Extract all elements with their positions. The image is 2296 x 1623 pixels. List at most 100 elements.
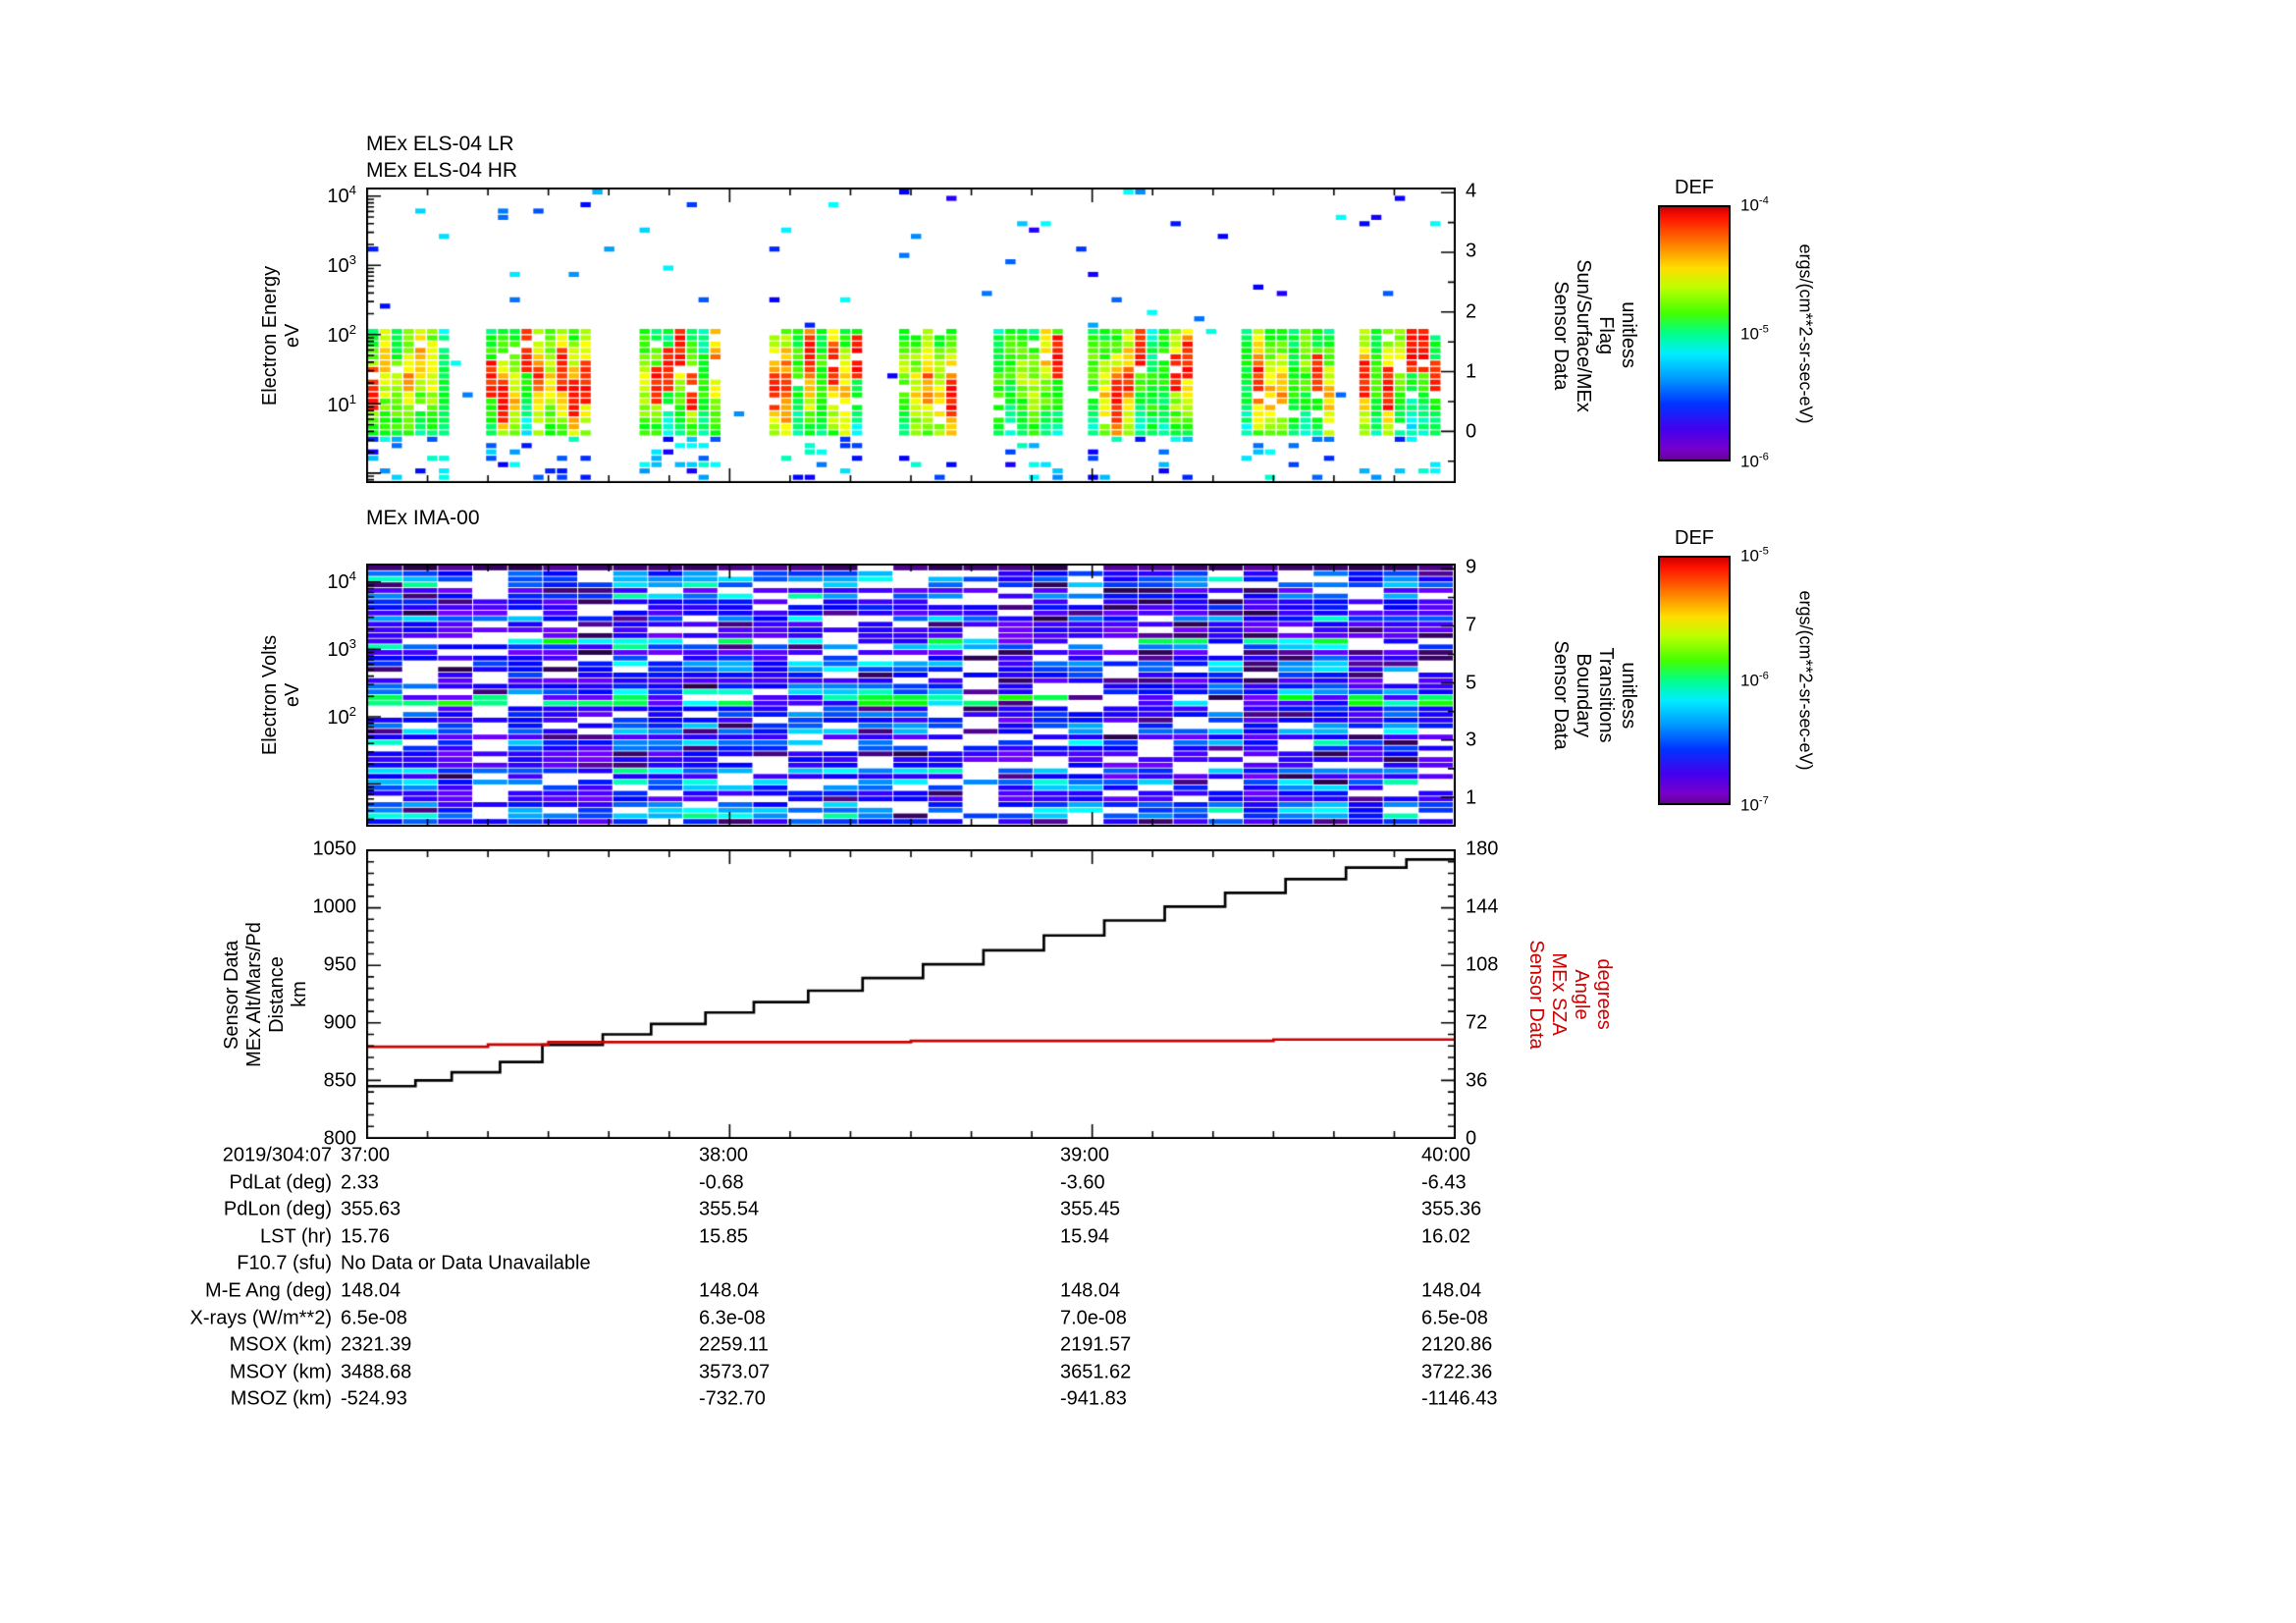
table-row-label: M-E Ang (deg) [205,1279,332,1302]
right-tick-label: 36 [1466,1069,1488,1092]
table-value: 38:00 [699,1144,749,1166]
right-tick-label: 3 [1466,240,1477,262]
colorbar-tick-label: 10-7 [1740,794,1769,815]
table-value: -941.83 [1060,1387,1127,1410]
table-value: 6.5e-08 [341,1307,407,1329]
els-title-hr: MEx ELS-04 HR [366,159,518,182]
table-row-label: PdLat (deg) [229,1171,332,1194]
y-tick-label: 850 [323,1069,356,1092]
right-tick-label: 7 [1466,614,1477,636]
table-value: -524.93 [341,1387,407,1410]
table-value: 2191.57 [1060,1333,1132,1356]
table-value: 3573.07 [699,1361,771,1383]
y-tick-label: 103 [327,636,356,661]
right-tick-label: 1 [1466,360,1477,383]
table-value: 148.04 [699,1279,760,1302]
colorbar-tick-label: 10-5 [1740,545,1769,566]
table-value: 355.36 [1421,1198,1482,1220]
table-row-label: MSOZ (km) [230,1387,332,1410]
colorbar-tick-label: 10-5 [1740,323,1769,343]
table-value: 148.04 [1060,1279,1121,1302]
y-tick-label: 104 [327,182,356,207]
y-axis-title: Electron Volts eV [259,634,303,756]
y-axis-title: Electron Energy eV [259,265,303,406]
table-value: -0.68 [699,1171,744,1194]
y-tick-label: 800 [323,1127,356,1150]
table-value: 148.04 [341,1279,401,1302]
table-value: 15.76 [341,1225,391,1248]
y-tick-label: 101 [327,391,356,416]
y-tick-label: 1050 [312,838,357,860]
table-row-label: X-rays (W/m**2) [189,1307,332,1329]
colorbar-gradient [1658,205,1731,461]
table-span-value: No Data or Data Unavailable [341,1252,591,1274]
els-title-lr: MEx ELS-04 LR [366,133,514,155]
table-value: 7.0e-08 [1060,1307,1127,1329]
table-row-label: MSOX (km) [229,1333,332,1356]
table-value: 2321.39 [341,1333,412,1356]
els-panel-title: MEx ELS-04 LR MEx ELS-04 HR [366,131,517,184]
table-row-label: MSOY (km) [229,1361,332,1383]
right-tick-label: 0 [1466,420,1477,443]
table-value: 39:00 [1060,1144,1110,1166]
right-axis-title: Sensor Data Sun/Surface/MEx Flag unitless [1550,258,1639,412]
table-value: 355.63 [341,1198,401,1220]
table-value: 2120.86 [1421,1333,1493,1356]
table-value: 6.3e-08 [699,1307,766,1329]
table-value: 3722.36 [1421,1361,1493,1383]
right-tick-label: 3 [1466,729,1477,751]
table-value: 3488.68 [341,1361,412,1383]
y-tick-label: 900 [323,1011,356,1034]
table-value: -1146.43 [1421,1387,1498,1410]
ephemeris-plot-canvas [366,849,1456,1139]
right-tick-label: 72 [1466,1011,1488,1034]
colorbar-tick-label: 10-6 [1740,451,1769,471]
table-row-label: LST (hr) [260,1225,332,1248]
time-axis-row-label: 2019/304:07 [222,1144,332,1166]
table-row-label: PdLon (deg) [223,1198,332,1220]
y-tick-label: 102 [327,704,356,729]
right-tick-label: 180 [1466,838,1499,860]
colorbar-gradient [1658,556,1731,805]
table-value: 148.04 [1421,1279,1482,1302]
right-axis-title: Sensor Data Boundary Transitions unitless [1550,640,1639,750]
colorbar-unit: ergs/(cm**2-sr-sec-eV) [1795,590,1816,771]
y-tick-label: 1000 [312,895,357,918]
ima-panel-title: MEx IMA-00 [366,507,480,529]
right-tick-label: 2 [1466,300,1477,323]
y-tick-label: 103 [327,251,356,277]
colorbar-title: DEF [1675,527,1714,549]
colorbar-tick-label: 10-4 [1740,194,1769,215]
y-axis-title: Sensor Data MEx Alt/Mars/Pd Distance km [221,921,310,1067]
table-value: 2259.11 [699,1333,769,1356]
right-tick-label: 1 [1466,786,1477,809]
right-axis-title: Sensor Data MEx SZA Angle degrees [1525,939,1615,1050]
table-value: 40:00 [1421,1144,1471,1166]
colorbar-els: DEF ergs/(cm**2-sr-sec-eV) 10-4 10-5 10-6 [1658,177,1816,470]
table-value: -3.60 [1060,1171,1105,1194]
table-value: 6.5e-08 [1421,1307,1488,1329]
y-tick-label: 104 [327,568,356,593]
table-value: 3651.62 [1060,1361,1132,1383]
table-value: 15.85 [699,1225,749,1248]
table-value: 355.54 [699,1198,760,1220]
right-tick-label: 9 [1466,556,1477,578]
right-tick-label: 0 [1466,1127,1477,1150]
ima-spectrogram-canvas [366,564,1456,827]
els-spectrogram-canvas [366,188,1456,483]
right-tick-label: 4 [1466,180,1477,202]
y-tick-label: 102 [327,321,356,347]
colorbar-ima: DEF ergs/(cm**2-sr-sec-eV) 10-5 10-6 10-7 [1658,527,1816,814]
right-tick-label: 5 [1466,672,1477,694]
right-tick-label: 108 [1466,953,1499,976]
table-value: -6.43 [1421,1171,1467,1194]
table-value: 37:00 [341,1144,391,1166]
table-value: 355.45 [1060,1198,1121,1220]
colorbar-unit: ergs/(cm**2-sr-sec-eV) [1795,243,1816,424]
table-value: 15.94 [1060,1225,1110,1248]
table-value: 2.33 [341,1171,379,1194]
right-tick-label: 144 [1466,895,1499,918]
colorbar-tick-label: 10-6 [1740,670,1769,690]
table-row-label: F10.7 (sfu) [237,1252,332,1274]
